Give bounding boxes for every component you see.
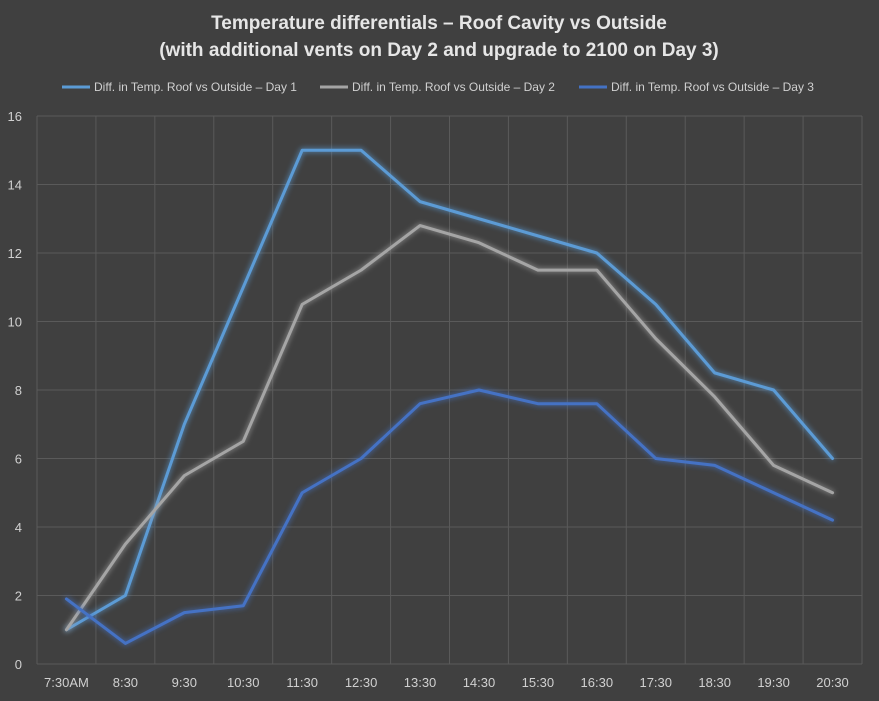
y-tick-label: 4	[15, 520, 22, 535]
chart-subtitle: (with additional vents on Day 2 and upgr…	[159, 40, 719, 61]
legend-label: Diff. in Temp. Roof vs Outside – Day 3	[611, 80, 814, 94]
y-tick-label: 0	[15, 657, 22, 672]
x-tick-label: 10:30	[227, 675, 260, 690]
x-axis: 7:30AM 8:30 9:30 10:30 11:30 12:30 13:30 14:30 1…	[44, 675, 849, 690]
series-line-day-1	[64, 148, 835, 632]
y-tick-label: 8	[15, 383, 22, 398]
x-tick-label: 18:30	[698, 675, 731, 690]
x-tick-label: 12:30	[345, 675, 378, 690]
y-tick-label: 2	[15, 589, 22, 604]
y-tick-label: 16	[8, 109, 22, 124]
x-tick-label: 14:30	[463, 675, 496, 690]
legend: Diff. in Temp. Roof vs Outside – Day 1 Di…	[62, 80, 814, 94]
series-layer	[64, 148, 835, 645]
legend-label: Diff. in Temp. Roof vs Outside – Day 1	[94, 80, 297, 94]
chart-title: Temperature differentials – Roof Cavity …	[211, 13, 667, 34]
y-axis: 0 2 4 6 8 10 12 14 16	[8, 109, 22, 672]
x-tick-label: 19:30	[757, 675, 790, 690]
x-tick-label: 16:30	[581, 675, 614, 690]
x-tick-label: 7:30AM	[44, 675, 89, 690]
x-tick-label: 9:30	[172, 675, 197, 690]
series-line-day-3	[64, 388, 835, 645]
legend-label: Diff. in Temp. Roof vs Outside – Day 2	[352, 80, 555, 94]
y-tick-label: 12	[8, 246, 22, 261]
x-tick-label: 8:30	[113, 675, 138, 690]
x-tick-label: 11:30	[286, 675, 318, 690]
grid	[36, 115, 863, 665]
x-tick-label: 17:30	[639, 675, 672, 690]
x-tick-label: 13:30	[404, 675, 437, 690]
series-line-day-2	[64, 224, 835, 632]
x-tick-label: 20:30	[816, 675, 849, 690]
y-tick-label: 14	[8, 178, 22, 193]
y-tick-label: 10	[8, 315, 22, 330]
y-tick-label: 6	[15, 452, 22, 467]
x-tick-label: 15:30	[522, 675, 555, 690]
